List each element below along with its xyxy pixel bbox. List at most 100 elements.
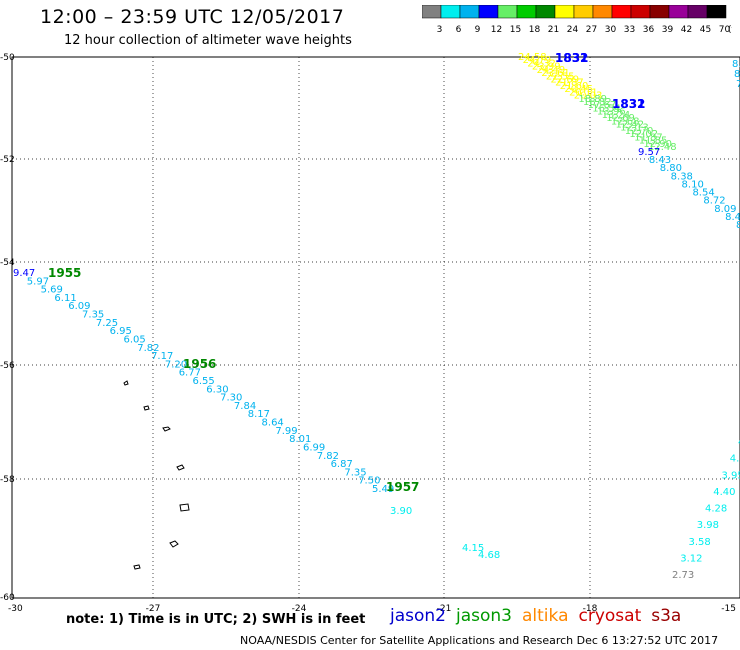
color-scale-label: 12 — [491, 25, 502, 35]
latitude-label: -60 — [0, 593, 15, 603]
wave-height-label: 18.82 — [583, 97, 612, 108]
wave-height-label: 8.09 — [714, 204, 736, 215]
color-scale-label: 21 — [548, 25, 559, 35]
wave-height-label: 8. — [734, 69, 740, 80]
wave-height-label: 6.11 — [54, 293, 76, 304]
color-scale-label: 39 — [662, 25, 674, 35]
wave-height-label: 6.55 — [193, 376, 215, 387]
longitude-label: -21 — [437, 604, 452, 614]
color-scale-label: 36 — [643, 25, 655, 35]
wave-height-label: 13.24 — [602, 110, 631, 121]
wave-height-label: 7.25 — [96, 318, 118, 329]
color-scale-label: 27 — [586, 25, 597, 35]
map-title: 12:00 – 23:59 UTC 12/05/2017 — [40, 6, 345, 28]
satellite-legend: jason2 jason3 altika cryosat s3a — [390, 606, 691, 626]
credit-footer: NOAA/NESDIS Center for Satellite Applica… — [240, 634, 719, 647]
wave-height-label: 12.13 — [620, 123, 649, 134]
wave-height-label: 24.79 — [523, 55, 552, 66]
wave-height-label: 8.43 — [649, 155, 671, 166]
island-outline — [133, 564, 141, 570]
color-scale-label: 42 — [681, 25, 692, 35]
longitude-label: -15 — [721, 604, 736, 614]
wave-height-label: 6.09 — [68, 301, 90, 312]
wave-height-label: 4.40 — [713, 487, 735, 498]
wave-height-label: 20.45 — [564, 84, 593, 95]
map-frame — [11, 56, 740, 599]
longitude-label: -18 — [583, 604, 598, 614]
wave-height-label: 22.55 — [546, 71, 575, 82]
color-scale-label: 33 — [624, 25, 635, 35]
color-scale-label: 70 — [719, 25, 731, 35]
wave-height-label: 22.69 — [551, 75, 580, 86]
wave-height-label: 5.69 — [41, 285, 63, 296]
axis-labels: -50 -52 -54 -56 -58 -60-30 -27 -24 -21 -18 -15 — [0, 53, 736, 614]
wave-height-label: 3.12 — [680, 553, 702, 564]
pass-time-label: 1956 — [183, 357, 216, 371]
wave-height-label: 24.32 — [527, 58, 556, 69]
wave-height-label: 5.49 — [372, 484, 394, 495]
wave-height-label: 21.87 — [555, 78, 584, 89]
legend-item-jason3: jason3 — [456, 606, 512, 626]
wave-height-label: 6.99 — [303, 442, 325, 453]
color-scale-label: 18 — [529, 25, 541, 35]
wave-height-label: 23.61 — [541, 68, 570, 79]
altimeter-tracks: 9.475.975.696.116.09 7.35 7.256.956.05 7.82… — [13, 51, 740, 581]
wave-height-label: 12.42 — [616, 120, 645, 131]
longitude-label: -24 — [292, 604, 307, 614]
wave-height-label: 18.89 — [578, 94, 607, 105]
wave-height-label: 16.54 — [592, 103, 621, 114]
wave-height-label: 11.85 — [639, 136, 668, 147]
island-outline — [179, 503, 190, 512]
latitude-label: -50 — [0, 53, 15, 63]
wave-height-label: 12.68 — [611, 116, 640, 127]
wave-height-label: 4.28 — [705, 504, 727, 515]
legend-item-s3a: s3a — [651, 606, 682, 626]
wave-height-label: 7.84 — [234, 401, 256, 412]
wave-height-label: 12.90 — [643, 139, 672, 150]
wave-height-label: 6.95 — [110, 326, 132, 337]
wave-height-label: 7.30 — [220, 393, 242, 404]
wave-height-label: 6.87 — [331, 459, 353, 470]
wave-height-label: 8.38 — [671, 171, 693, 182]
wave-height-label: 11.87 — [634, 132, 663, 143]
wave-height-label: 8.80 — [660, 163, 682, 174]
wave-height-label: 12.69 — [606, 113, 635, 124]
pass-time-label: 1955 — [48, 266, 81, 280]
color-swatch — [706, 5, 727, 19]
wave-height-label: 12.70 — [625, 126, 654, 137]
island-outline — [143, 405, 150, 411]
color-scale-label: 9 — [475, 25, 481, 35]
wave-height-label: 7.82 — [317, 451, 339, 462]
wave-height-label: 3.95 — [722, 470, 740, 481]
wave-height-label: 8.54 — [692, 188, 714, 199]
wave-height-label: 4.69 — [730, 454, 740, 465]
wave-height-label: 7.50 — [358, 476, 380, 487]
wave-height-label: 24.58 — [518, 52, 547, 63]
wave-height-label: 4.15 — [462, 543, 484, 554]
wave-height-label: 5.97 — [27, 276, 49, 287]
legend-item-cryosat: cryosat — [578, 606, 642, 626]
wave-height-label: 12.02 — [629, 129, 658, 140]
wave-height-label: 9.47 — [13, 268, 35, 279]
latitude-label: -56 — [0, 361, 15, 371]
color-scale-unit: (ft) — [728, 25, 732, 35]
pass-time-label: 1957 — [386, 480, 419, 494]
wave-height-label: 7.35 — [344, 467, 366, 478]
island-outline — [176, 464, 185, 471]
color-scale-label: 15 — [510, 25, 521, 35]
color-scale-label: 3 — [437, 25, 443, 35]
wave-height-label: 6.05 — [123, 334, 145, 345]
wave-height-label: 21.60 — [560, 81, 589, 92]
wave-height-label: 8. — [732, 59, 740, 70]
longitude-label: -27 — [146, 604, 161, 614]
wave-height-label: 17.67 — [588, 100, 617, 111]
wave-height-label: 7. — [736, 79, 740, 90]
color-scale-label: 24 — [567, 25, 579, 35]
latitude-label: -54 — [0, 258, 15, 268]
map-grid — [11, 56, 740, 599]
wave-height-label: 20.03 — [574, 91, 603, 102]
legend-item-altika: altika — [522, 606, 569, 626]
wave-height-label: 3.58 — [689, 537, 711, 548]
wave-height-label: 7.17 — [151, 351, 173, 362]
wave-height-label: 8.34 — [736, 220, 740, 231]
